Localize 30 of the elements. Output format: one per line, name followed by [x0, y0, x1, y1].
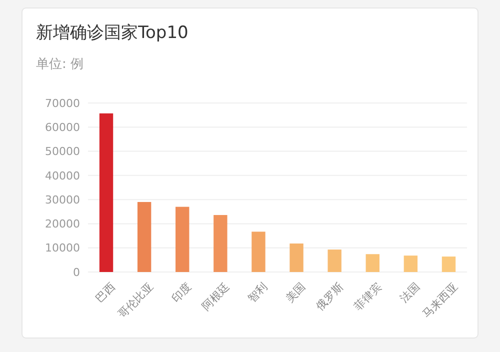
y-tick-label: 60000: [45, 120, 80, 134]
y-tick-label: 20000: [45, 218, 80, 231]
x-tick-label: 美国: [283, 280, 308, 306]
y-tick-label: 10000: [45, 242, 80, 255]
x-tick-label: 巴西: [93, 280, 118, 306]
bar: [176, 206, 190, 272]
y-tick-label: 40000: [45, 169, 80, 182]
bar: [404, 256, 418, 272]
y-tick-label: 50000: [45, 145, 80, 158]
chart-subtitle: 单位: 例: [36, 57, 84, 72]
bar: [252, 232, 266, 272]
bar: [290, 244, 304, 272]
chart-title: 新增确诊国家Top10: [36, 23, 188, 43]
x-tick-label: 法国: [398, 280, 422, 306]
bar: [137, 202, 152, 272]
bar: [99, 113, 114, 272]
x-tick-label: 马来西亚: [420, 280, 460, 321]
bar: [442, 256, 456, 272]
x-tick-label: 智利: [245, 280, 270, 306]
bar: [214, 215, 228, 272]
bar: [328, 250, 342, 272]
x-tick-label: 哥伦比亚: [116, 280, 156, 321]
y-tick-label: 30000: [45, 193, 80, 206]
x-tick-label: 菲律宾: [352, 280, 384, 313]
y-tick-label: 0: [73, 266, 80, 279]
bar: [366, 254, 380, 272]
x-tick-label: 阿根廷: [199, 280, 232, 313]
x-tick-label: 印度: [169, 280, 194, 306]
y-tick-label: 70000: [45, 96, 80, 110]
x-tick-label: 俄罗斯: [314, 280, 346, 313]
